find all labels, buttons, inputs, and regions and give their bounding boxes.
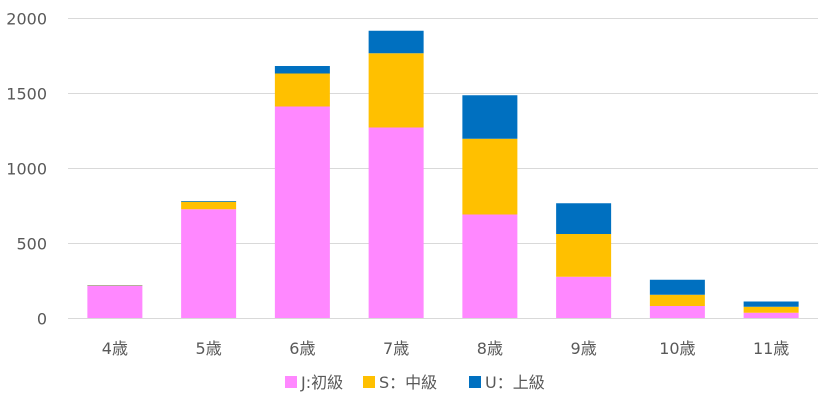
bar-segment bbox=[87, 285, 143, 318]
legend-swatch bbox=[363, 376, 375, 388]
bar-segment bbox=[368, 53, 424, 128]
x-tick-label: 4歳 bbox=[102, 339, 128, 358]
y-tick-label: 1000 bbox=[6, 160, 47, 179]
bar-segment bbox=[743, 306, 799, 313]
x-tick-label: 8歳 bbox=[477, 339, 503, 358]
x-tick-label: 5歳 bbox=[196, 339, 222, 358]
bar-segment bbox=[556, 234, 612, 277]
bar-segment bbox=[181, 209, 237, 318]
bar-segment bbox=[462, 214, 518, 318]
bar-segment bbox=[743, 301, 799, 307]
bar-segment bbox=[274, 73, 330, 107]
bar-segment bbox=[556, 203, 612, 234]
bar-segment bbox=[368, 127, 424, 318]
bar-segment bbox=[462, 138, 518, 215]
bar-segment bbox=[649, 294, 705, 306]
y-tick-label: 1500 bbox=[6, 85, 47, 104]
y-tick-label: 500 bbox=[16, 235, 47, 254]
legend-swatch bbox=[469, 376, 481, 388]
y-axis: 0 500 1000 1500 2000 bbox=[6, 10, 47, 329]
bar-segment bbox=[274, 106, 330, 318]
x-tick-label: 7歳 bbox=[383, 339, 409, 358]
bar-segment bbox=[462, 95, 518, 139]
x-tick-label: 10歳 bbox=[659, 339, 695, 358]
bar-segment bbox=[743, 312, 799, 318]
legend-swatch bbox=[285, 376, 297, 388]
legend-label: S：中級 bbox=[379, 373, 437, 392]
gridlines bbox=[68, 18, 818, 244]
bar-segment bbox=[556, 276, 612, 318]
y-tick-label: 0 bbox=[37, 310, 47, 329]
bars bbox=[87, 30, 799, 318]
x-tick-label: 9歳 bbox=[571, 339, 597, 358]
bar-segment bbox=[274, 66, 330, 74]
legend: J:初級 S：中級 U：上級 bbox=[285, 373, 545, 392]
x-axis: 4歳 5歳 6歳 7歳 8歳 9歳 10歳 11歳 bbox=[102, 339, 790, 358]
bar-segment bbox=[181, 201, 237, 210]
legend-label: U：上級 bbox=[485, 373, 545, 392]
legend-label: J:初級 bbox=[300, 373, 343, 392]
x-tick-label: 11歳 bbox=[753, 339, 789, 358]
bar-segment bbox=[649, 306, 705, 318]
bar-segment bbox=[368, 30, 424, 54]
bar-segment bbox=[181, 201, 237, 202]
y-tick-label: 2000 bbox=[6, 10, 47, 29]
x-tick-label: 6歳 bbox=[289, 339, 315, 358]
bar-segment bbox=[649, 279, 705, 295]
